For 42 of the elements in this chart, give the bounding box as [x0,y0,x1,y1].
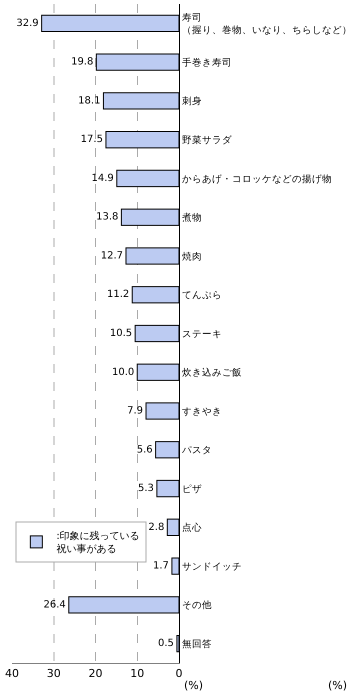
y-tick-label: 焼肉 [182,250,202,262]
y-tick-label: ピザ [182,484,202,495]
x-tick-label: 30 [46,667,61,680]
data-label: 2.8 [148,522,164,533]
data-label: 5.3 [138,483,154,494]
legend-label: :印象に残っている祝い事がある [56,530,140,556]
data-label: 32.9 [16,18,39,29]
x-tick-label: 20 [88,667,102,680]
data-label: 13.8 [96,212,118,223]
y-tick-label: その他 [182,599,212,612]
data-label: 18.1 [78,95,100,106]
data-label: 12.7 [100,250,123,262]
x-tick-label: 10 [130,667,144,680]
text: (%) [328,679,348,692]
data-label: 7.9 [127,406,144,417]
y-tick-label: 刺身 [182,95,202,108]
y-tick-label: すきやき [182,406,222,418]
y-tick-label: 野菜サラダ [182,134,233,146]
y-tick-label: サンドイッチ [182,561,242,572]
y-tick-label: てんぷら [182,290,222,302]
data-label: 1.7 [152,560,169,572]
y-tick-label: ステーキ [182,328,222,340]
data-label: 10.5 [110,328,132,339]
y-tick-label: 点心 [182,522,202,534]
y-tick-label: パスタ [180,445,212,456]
y-tick-label: 炊き込みご飯 [182,366,242,379]
x-tick-label: 40 [5,667,19,680]
data-label: 0.5 [158,638,174,650]
data-label: 17.5 [80,134,103,146]
y-tick-label: 無回答 [182,638,212,650]
y-tick-label: からあげ・コロッケなどの揚げ物 [182,172,332,185]
x-tick-label: 0 [176,667,182,680]
data-label: 19.8 [71,56,94,68]
data-label: 26.4 [44,599,66,610]
data-label: 11.2 [106,289,130,300]
data-label: 5.6 [136,444,153,456]
data-label: 14.9 [92,172,114,184]
y-tick-label: 寿司（握り、巻物、いなり、ちらしなど） [182,12,352,36]
y-tick-label: 煮物 [182,212,202,224]
y-tick-label: 手巻き寿司 [182,56,232,68]
data-label: 10.0 [112,366,134,378]
x-axis-title: (%) [184,679,204,692]
